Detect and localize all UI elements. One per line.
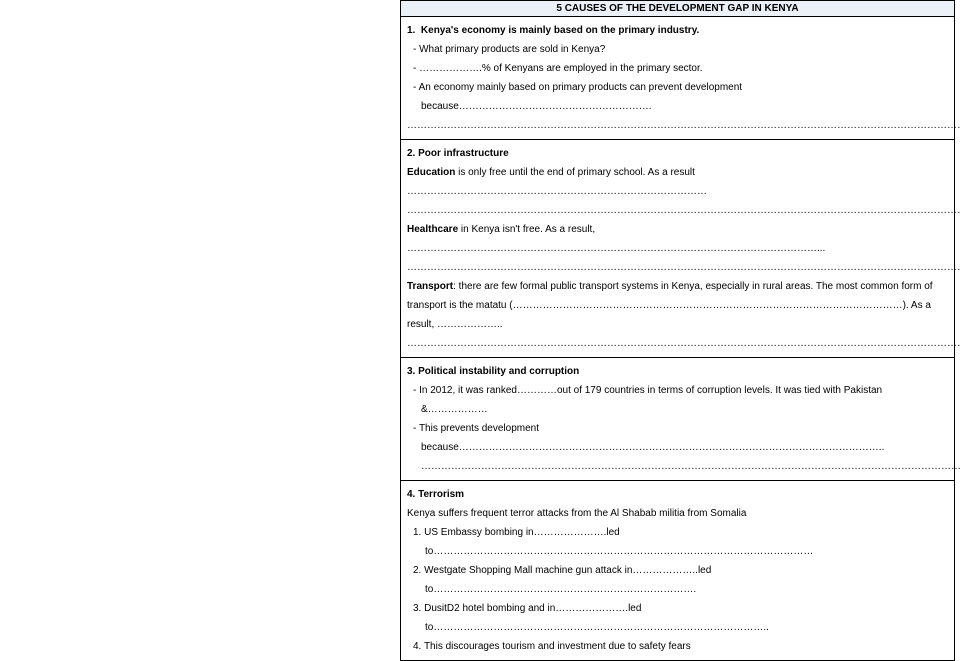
healthcare-text: in Kenya isn't free. As a result, ………………… [407,224,825,254]
s3-b2: This prevents development because…………………… [407,419,948,457]
s1-b1: What primary products are sold in Kenya? [407,40,948,59]
s3-b1: In 2012, it was ranked…………out of 179 cou… [407,381,948,419]
s4-n4: 4. This discourages tourism and investme… [407,637,948,656]
s4-n1: 1. US Embassy bombing in………………….led to……… [407,523,948,561]
section-1: 1. Kenya's economy is mainly based on th… [401,17,954,140]
s3-b2-cont: …………………………………………………………………………………………………………… [407,457,948,476]
transport-text: : there are few formal public transport … [407,281,933,330]
s2-title: 2. Poor infrastructure [407,144,948,163]
s4-intro: Kenya suffers frequent terror attacks fr… [407,504,948,523]
s3-title: 3. Political instability and corruption [407,362,948,381]
education-label: Education [407,167,455,178]
s2-trans-dots: …………………………………………………………………………………………………………… [407,334,948,353]
section-3: 3. Political instability and corruption … [401,358,954,481]
section-4: 4. Terrorism Kenya suffers frequent terr… [401,481,954,660]
section-2: 2. Poor infrastructure Education is only… [401,140,954,358]
s2-edu: Education is only free until the end of … [407,163,948,201]
s2-health: Healthcare in Kenya isn't free. As a res… [407,220,948,258]
s4-title: 4. Terrorism [407,485,948,504]
s1-title: Kenya's economy is mainly based on the p… [421,25,699,36]
worksheet-table: 5 CAUSES OF THE DEVELOPMENT GAP IN KENYA… [400,0,955,661]
transport-label: Transport [407,281,453,292]
s2-health-dots: …………………………………………………………………………………………………………… [407,258,948,277]
table-header: 5 CAUSES OF THE DEVELOPMENT GAP IN KENYA [401,1,954,17]
s2-trans: Transport: there are few formal public t… [407,277,948,334]
s4-n2: 2. Westgate Shopping Mall machine gun at… [407,561,948,599]
healthcare-label: Healthcare [407,224,458,235]
s2-edu-dots: …………………………………………………………………………………………………………… [407,201,948,220]
s1-num: 1. [407,25,415,36]
s1-b3-cont: …………………………………………………………………………………………………………… [407,116,948,135]
s4-n3: 3. DusitD2 hotel bombing and in………………….l… [407,599,948,637]
s1-b3: An economy mainly based on primary produ… [407,78,948,116]
s1-b2: ……………….% of Kenyans are employed in the … [407,59,948,78]
